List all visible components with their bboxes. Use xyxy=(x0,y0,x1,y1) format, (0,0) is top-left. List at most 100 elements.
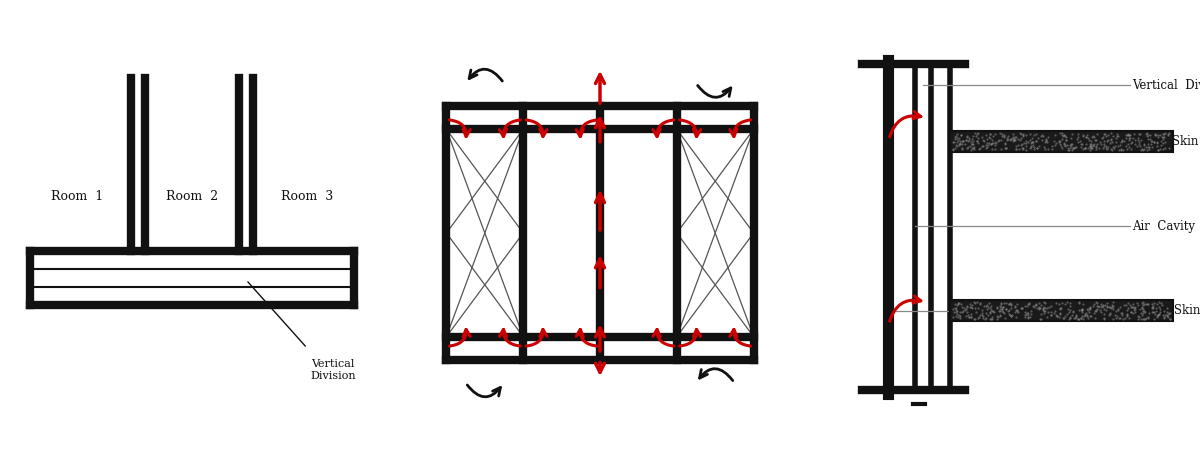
Point xyxy=(994,131,1013,138)
Point xyxy=(1027,305,1046,312)
Point xyxy=(1052,135,1072,143)
Point xyxy=(1069,299,1088,306)
Point xyxy=(1116,134,1135,142)
Point xyxy=(1026,137,1045,145)
Point xyxy=(1100,139,1120,146)
Point xyxy=(1094,305,1114,313)
Point xyxy=(1109,142,1128,150)
Point xyxy=(948,313,967,321)
Point xyxy=(1106,314,1126,322)
Point xyxy=(1001,136,1020,144)
Point xyxy=(1115,302,1134,309)
Point xyxy=(1081,141,1100,148)
Point xyxy=(1054,133,1073,140)
Point xyxy=(1124,130,1144,138)
Point xyxy=(1106,135,1126,142)
Point xyxy=(1086,299,1105,306)
Point xyxy=(1010,137,1030,144)
Point xyxy=(985,138,1004,146)
Point xyxy=(1003,137,1022,145)
Point xyxy=(1145,315,1164,322)
Point xyxy=(1036,145,1055,153)
Point xyxy=(990,137,1009,144)
Point xyxy=(1036,304,1055,312)
Point xyxy=(1057,137,1076,144)
Point xyxy=(1139,314,1158,322)
Point xyxy=(950,139,970,147)
Point xyxy=(1120,314,1139,322)
Point xyxy=(1049,301,1068,308)
Point xyxy=(996,314,1015,322)
Point xyxy=(1022,138,1042,146)
Point xyxy=(1118,137,1138,144)
Point xyxy=(1008,308,1027,316)
Point xyxy=(1004,137,1024,144)
Point xyxy=(1006,303,1025,310)
Point xyxy=(1111,139,1130,146)
Point xyxy=(1021,130,1040,137)
Point xyxy=(1099,311,1118,319)
Point xyxy=(1004,136,1024,144)
Point xyxy=(988,304,1007,311)
Point xyxy=(980,130,1000,138)
Text: Vertical  Divison: Vertical Divison xyxy=(1133,79,1200,92)
Point xyxy=(980,308,1000,315)
Point xyxy=(1145,310,1164,317)
Point xyxy=(948,138,967,146)
Point xyxy=(1126,308,1145,315)
Point xyxy=(988,312,1007,320)
Point xyxy=(953,308,972,316)
Point xyxy=(978,141,997,148)
Point xyxy=(1066,311,1085,319)
Point xyxy=(1090,303,1109,311)
Point xyxy=(992,305,1012,313)
Point xyxy=(948,308,967,315)
Point xyxy=(1056,300,1075,308)
Point xyxy=(955,307,974,314)
Point xyxy=(1081,146,1100,153)
Point xyxy=(948,300,967,307)
Point xyxy=(946,308,965,316)
Point xyxy=(1129,140,1148,147)
Point xyxy=(1128,134,1147,141)
Point xyxy=(1030,299,1049,307)
Point xyxy=(1147,142,1166,149)
Point xyxy=(1073,132,1092,140)
Point xyxy=(996,299,1015,306)
Point xyxy=(1022,139,1042,146)
Point xyxy=(965,299,984,306)
Point xyxy=(964,140,983,148)
Point xyxy=(1002,301,1021,308)
Point xyxy=(1072,144,1091,151)
Point xyxy=(953,141,972,148)
Point xyxy=(966,305,985,312)
Point xyxy=(972,310,991,317)
Point xyxy=(973,315,992,322)
Point xyxy=(1087,145,1106,153)
Point xyxy=(1030,304,1049,311)
Point xyxy=(1007,306,1026,313)
Point xyxy=(1076,141,1096,148)
Point xyxy=(962,141,982,148)
Point xyxy=(943,146,962,153)
Point xyxy=(1104,302,1123,310)
Point xyxy=(1124,303,1144,310)
Point xyxy=(1025,302,1044,309)
Point xyxy=(1061,141,1080,148)
Point xyxy=(1046,142,1066,149)
Point xyxy=(1147,138,1166,146)
Point xyxy=(1030,143,1049,150)
Point xyxy=(1046,312,1066,319)
Point xyxy=(1136,130,1156,138)
Point xyxy=(1026,301,1045,308)
Point xyxy=(1147,304,1166,311)
Point xyxy=(956,306,976,313)
Point xyxy=(1014,146,1033,153)
Point xyxy=(1158,312,1177,319)
Point xyxy=(1154,313,1174,321)
Point xyxy=(1158,131,1177,139)
Point xyxy=(1038,314,1057,321)
Point xyxy=(989,137,1008,144)
Point xyxy=(1010,130,1030,137)
Point xyxy=(1027,130,1046,138)
